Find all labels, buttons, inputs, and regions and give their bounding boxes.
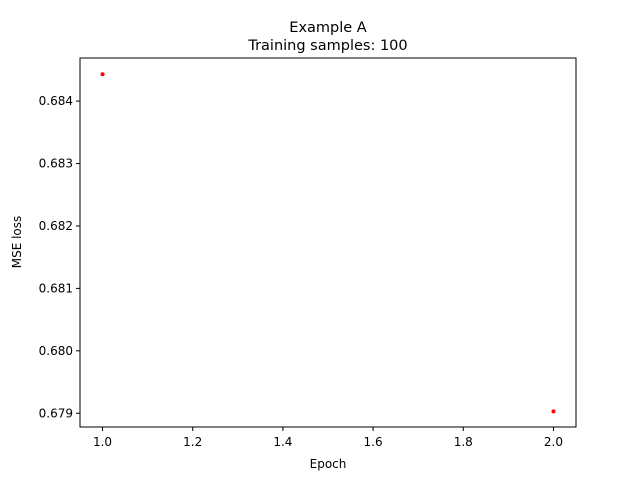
data-point (100, 72, 105, 77)
data-point (551, 409, 556, 414)
y-tick-label: 0.679 (39, 406, 73, 420)
x-tick-label: 2.0 (544, 435, 563, 449)
y-axis-label: MSE loss (10, 216, 24, 269)
data-points (100, 72, 556, 414)
chart-title: Example A (289, 20, 367, 36)
x-axis-label: Epoch (310, 457, 347, 471)
y-tick-label: 0.683 (39, 157, 73, 171)
x-tick-label: 1.6 (364, 435, 383, 449)
y-tick-label: 0.680 (39, 344, 73, 358)
x-tick-label: 1.2 (183, 435, 202, 449)
x-tick-label: 1.0 (93, 435, 112, 449)
x-axis-ticks: 1.0 1.2 1.4 1.6 1.8 2.0 (93, 427, 563, 449)
chart-subtitle: Training samples: 100 (247, 38, 407, 54)
y-axis-ticks: 0.679 0.680 0.681 0.682 0.683 0.684 (39, 94, 80, 420)
plot-area (79, 57, 577, 428)
y-tick-label: 0.682 (39, 219, 73, 233)
x-tick-label: 1.8 (454, 435, 473, 449)
y-tick-label: 0.684 (39, 94, 73, 108)
x-tick-label: 1.4 (273, 435, 292, 449)
y-tick-label: 0.681 (39, 281, 73, 295)
